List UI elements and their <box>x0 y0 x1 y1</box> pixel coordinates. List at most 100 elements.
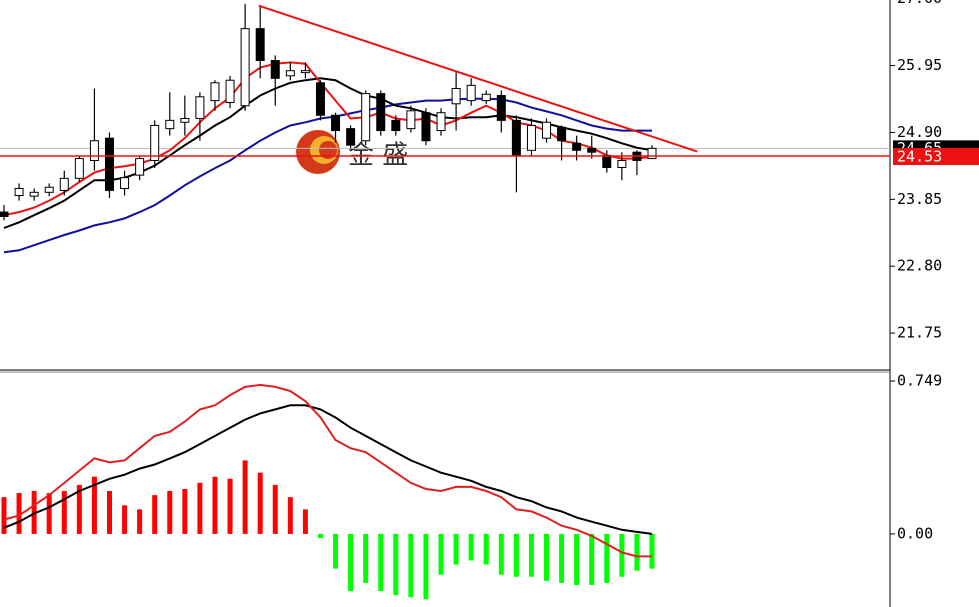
y-tick-label: 24.90 <box>897 123 942 141</box>
histogram-bar <box>16 493 22 534</box>
histogram-bar <box>76 484 82 534</box>
candle-body <box>195 96 205 119</box>
ma-line <box>3 97 652 254</box>
candle-body <box>436 112 446 132</box>
candle-body <box>346 128 356 146</box>
histogram-bar <box>317 533 323 538</box>
candle-body <box>587 147 597 153</box>
candle-body <box>165 119 175 130</box>
candle-body <box>481 93 491 102</box>
histogram-bar <box>544 533 550 581</box>
candle-body <box>0 211 9 218</box>
price-label-box <box>893 148 979 166</box>
histogram-bar <box>453 533 459 565</box>
histogram-bar <box>574 533 580 585</box>
ma-line <box>3 404 653 535</box>
candle-body <box>150 124 160 161</box>
candle-body <box>210 82 220 102</box>
histogram-bar <box>91 476 97 534</box>
candle-body <box>29 191 39 197</box>
candle-body <box>270 59 280 79</box>
histogram-bar <box>257 472 263 534</box>
price-label: 24.53 <box>897 148 942 166</box>
candle-body <box>451 88 461 105</box>
y-tick-label: 23.85 <box>897 190 942 208</box>
histogram-bar <box>423 533 429 600</box>
candle-body <box>572 142 582 151</box>
candle-body <box>225 79 235 104</box>
histogram-bar <box>137 509 143 534</box>
histogram-bar <box>513 533 519 577</box>
histogram-bar <box>348 533 354 592</box>
y-tick-label: 25.95 <box>897 56 942 74</box>
histogram-bar <box>483 533 489 565</box>
y-tick-label: 21.75 <box>897 324 942 342</box>
histogram-bar <box>498 533 504 575</box>
candle-body <box>466 84 476 102</box>
histogram-bar <box>272 484 278 534</box>
candle-body <box>421 112 431 142</box>
histogram-bar <box>468 533 474 561</box>
histogram-bar <box>393 533 399 596</box>
histogram-bar <box>106 491 112 534</box>
y-tick-label: 22.80 <box>897 257 942 275</box>
histogram-bar <box>619 533 625 577</box>
histogram-bar <box>302 509 308 534</box>
histogram-bar <box>287 497 293 534</box>
candle-body <box>89 140 99 161</box>
y-tick-label: 27.00 <box>897 0 942 7</box>
histogram-bar <box>333 533 339 569</box>
histogram-bar <box>604 533 610 583</box>
y-tick-label: 0.00 <box>897 524 933 542</box>
y-tick-label: 0.749 <box>897 371 942 389</box>
candle-body <box>617 159 627 168</box>
histogram-bar <box>559 533 565 583</box>
candle-body <box>647 147 657 160</box>
histogram-bar <box>122 505 128 534</box>
candle-body <box>331 114 341 132</box>
candle-body <box>300 70 310 74</box>
candle-body <box>496 95 506 121</box>
histogram-bar <box>167 491 173 534</box>
trend-line <box>258 4 698 153</box>
candle-body <box>59 177 69 191</box>
candle-body <box>240 28 250 107</box>
candle-body <box>180 117 190 123</box>
candle-body <box>557 126 567 142</box>
histogram-bar <box>242 460 248 534</box>
candle-body <box>74 158 84 179</box>
ma-line <box>3 383 652 558</box>
candle-body <box>135 158 145 176</box>
watermark-logo <box>296 130 340 174</box>
histogram-bar <box>528 533 534 577</box>
logo-core <box>319 141 337 159</box>
candle-body <box>255 28 265 61</box>
candle-body <box>526 124 536 151</box>
candle-body <box>285 70 295 77</box>
histogram-bar <box>197 482 203 534</box>
histogram-bar <box>1 497 7 534</box>
histogram-bar <box>212 476 218 534</box>
histogram-bar <box>408 533 414 598</box>
candle-body <box>361 93 371 142</box>
candle-body <box>602 154 612 168</box>
candle-body <box>406 110 416 130</box>
candle-body <box>14 188 24 197</box>
candle-body <box>391 119 401 132</box>
histogram-bar <box>227 478 233 534</box>
histogram-bar <box>152 495 158 534</box>
histogram-bar <box>378 533 384 592</box>
histogram-bar <box>61 491 67 534</box>
candle-body <box>315 82 325 116</box>
candle-body <box>104 137 114 191</box>
histogram-bar <box>46 493 52 534</box>
histogram-bar <box>438 533 444 575</box>
histogram-bar <box>589 533 595 585</box>
candle-body <box>542 121 552 139</box>
histogram-bar <box>182 488 188 534</box>
candle-body <box>511 119 521 156</box>
candle-body <box>376 93 386 132</box>
